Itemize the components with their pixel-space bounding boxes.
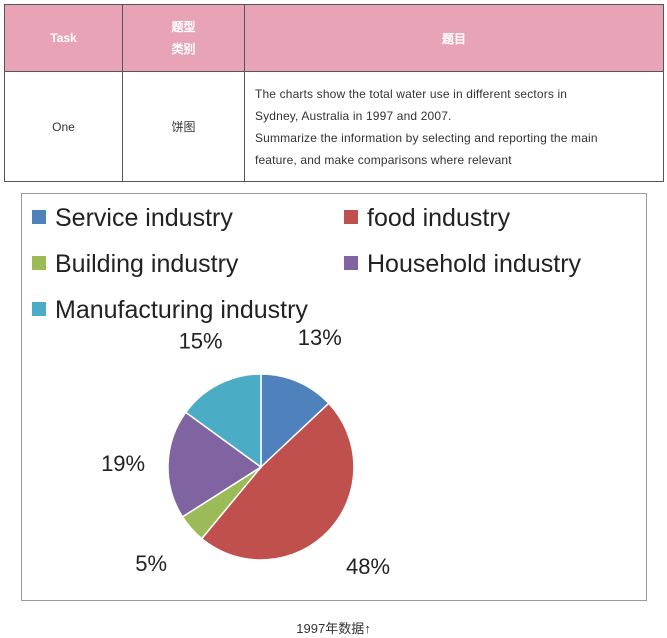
cell-description: The charts show the total water use in d… (244, 71, 664, 182)
legend-label: Manufacturing industry (55, 296, 308, 324)
legend-item: Manufacturing industry (32, 296, 308, 324)
legend-swatch (32, 302, 46, 316)
legend-label: Building industry (55, 250, 239, 278)
header-task: Task (4, 4, 123, 72)
table-header-row: Task 题型 类别 题目 (4, 4, 664, 72)
header-type-line2: 类别 (171, 42, 196, 56)
legend-label: Household industry (367, 250, 582, 278)
header-topic: 题目 (244, 4, 664, 72)
legend-label: food industry (367, 204, 511, 232)
data-label: 48% (346, 554, 390, 579)
header-type-line1: 题型 (171, 20, 196, 34)
description-line: The charts show the total water use in d… (255, 86, 568, 101)
legend-item: food industry (344, 204, 511, 232)
pie-chart: Service industry food industry Building in… (32, 204, 582, 579)
table-row: One 饼图 The charts show the total water u… (4, 71, 664, 182)
legend-item: Building industry (32, 250, 239, 278)
legend-swatch (32, 256, 46, 270)
header-type: 题型 类别 (122, 4, 245, 72)
legend-swatch (32, 210, 46, 224)
legend-swatch (344, 256, 358, 270)
data-label: 13% (298, 325, 342, 350)
description-line: Summarize the information by selecting a… (255, 130, 598, 145)
description-line: feature, and make comparisons where rele… (255, 152, 512, 167)
data-label: 5% (135, 551, 167, 576)
legend-swatch (344, 210, 358, 224)
description-line: Sydney, Australia in 1997 and 2007. (255, 108, 452, 123)
pie-slice (167, 411, 263, 518)
cell-task: One (4, 71, 123, 182)
pie-slice (200, 402, 355, 561)
task-table: Task 题型 类别 题目 One 饼图 The charts show the… (4, 4, 664, 182)
pie-slice (184, 373, 262, 469)
data-label: 19% (101, 451, 145, 476)
legend-item: Household industry (344, 250, 582, 278)
legend-label: Service industry (55, 204, 233, 232)
pie-slice (260, 373, 330, 469)
pie-chart-panel: Service industry food industry Building in… (21, 193, 647, 601)
cell-type: 饼图 (122, 71, 245, 182)
legend-item: Service industry (32, 204, 233, 232)
chart-caption: 1997年数据↑ (296, 621, 371, 636)
data-label: 15% (179, 329, 223, 354)
